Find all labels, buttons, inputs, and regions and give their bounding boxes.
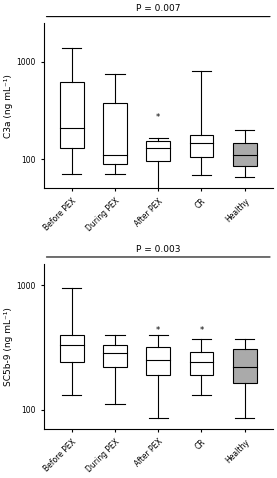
- Bar: [233, 348, 257, 382]
- Bar: [189, 135, 213, 157]
- Y-axis label: C3a (ng mL⁻¹): C3a (ng mL⁻¹): [4, 74, 13, 138]
- Text: *: *: [156, 113, 160, 122]
- Y-axis label: SC5b-9 (ng mL⁻¹): SC5b-9 (ng mL⁻¹): [4, 307, 13, 386]
- Bar: [189, 352, 213, 375]
- Text: P = 0.003: P = 0.003: [136, 245, 181, 254]
- Text: *: *: [199, 326, 204, 336]
- Bar: [60, 82, 84, 148]
- Bar: [146, 141, 170, 161]
- Bar: [146, 347, 170, 375]
- Bar: [103, 103, 127, 163]
- Text: *: *: [156, 326, 160, 336]
- Bar: [233, 143, 257, 166]
- Bar: [60, 335, 84, 362]
- Text: P = 0.007: P = 0.007: [136, 4, 181, 13]
- Bar: [103, 345, 127, 367]
